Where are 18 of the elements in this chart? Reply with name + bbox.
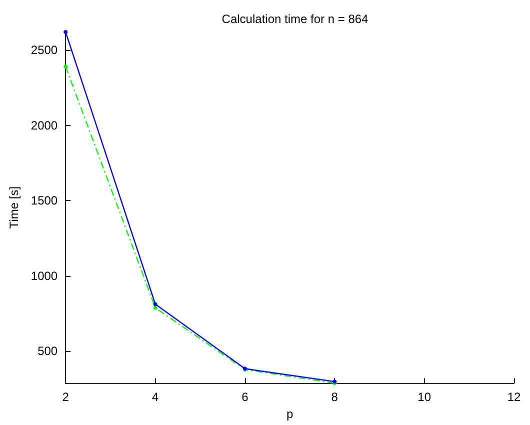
x-tick-label: 12 [507,390,521,404]
x-tick-label: 8 [331,390,338,404]
chart-title: Calculation time for n = 864 [222,12,369,26]
point [153,302,158,306]
y-tick-label: 1000 [30,268,58,283]
x-tick-label: 6 [242,390,249,404]
point [64,64,68,69]
point [64,30,68,34]
x-tick-label: 10 [418,390,432,404]
y-tick-label: 2000 [30,118,58,132]
x-tick-label: 2 [62,390,70,404]
y-axis-title: Time [s] [7,186,21,229]
y-tick-label: 2500 [30,43,58,58]
x-axis-title: p [286,407,294,421]
y-tick-label: 500 [38,344,58,358]
y-tick-label: 1500 [30,194,58,208]
point [153,306,158,310]
x-tick-label: 4 [152,390,159,404]
